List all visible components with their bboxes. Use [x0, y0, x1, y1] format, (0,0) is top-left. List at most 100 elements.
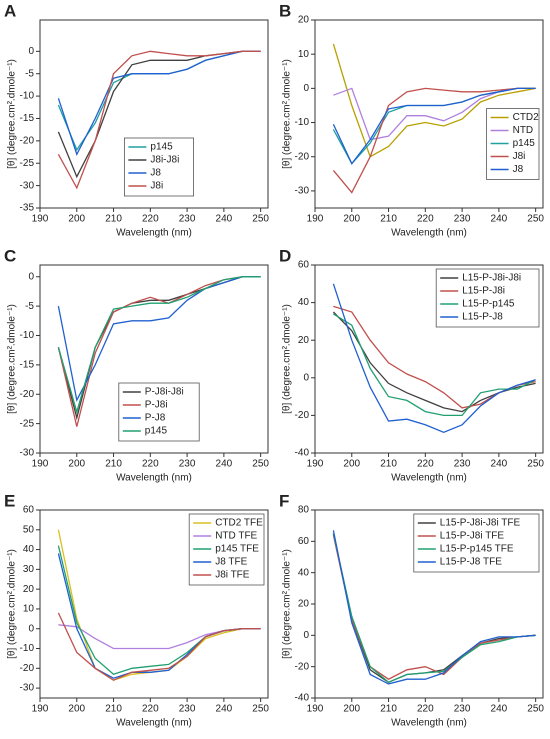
y-tick-label: 20 — [298, 335, 310, 346]
panel: C 190 200 210 220 230 240 250 -30 -25 -20 -15 -10 -5 0… — [4, 246, 269, 483]
x-tick-label: 210 — [105, 214, 122, 225]
y-axis-title: [θ] (degree.cm².dmole⁻¹) — [282, 304, 293, 414]
x-tick-label: 220 — [142, 704, 159, 715]
panel-letter: B — [279, 1, 291, 20]
data-line — [57, 50, 261, 156]
panel: E 190 200 210 220 230 240 250 -30 -20 -10 0 10 20 30 40… — [4, 491, 269, 728]
x-tick-label: 190 — [32, 214, 49, 225]
x-tick-label: 240 — [216, 214, 233, 225]
x-tick-label: 250 — [527, 459, 544, 470]
data-line — [332, 530, 536, 685]
y-tick-label: -25 — [20, 158, 35, 169]
y-tick-label: 0 — [303, 630, 309, 641]
y-tick-label: 10 — [23, 604, 35, 615]
data-line — [332, 533, 536, 684]
x-tick-label: 240 — [216, 459, 233, 470]
legend-label: p145 — [150, 142, 173, 153]
y-axis-title: [θ] (degree.cm².dmole⁻¹) — [282, 59, 293, 169]
x-tick-label: 250 — [252, 214, 269, 225]
legend-label: J8i TFE — [215, 570, 250, 581]
x-tick-label: 250 — [252, 459, 269, 470]
legend-label: P-J8i-J8i — [145, 387, 184, 398]
panel-letter: D — [279, 246, 291, 265]
x-tick-label: 230 — [179, 214, 196, 225]
legend-label: L15-P-J8 — [462, 312, 503, 323]
plot-frame — [314, 19, 544, 209]
legend-label: P-J8i — [145, 400, 168, 411]
data-line — [332, 283, 536, 434]
x-tick-label: 240 — [491, 214, 508, 225]
legend-label: CTD2 — [513, 112, 540, 123]
y-tick-label: -10 — [20, 643, 35, 654]
plot-frame — [314, 264, 544, 454]
panel-letter: A — [4, 1, 16, 20]
x-tick-label: 210 — [105, 459, 122, 470]
y-tick-label: 40 — [298, 567, 310, 578]
y-tick-label: -30 — [295, 186, 310, 197]
legend-label: p145 — [513, 138, 536, 149]
legend-label: CTD2 TFE — [215, 518, 263, 529]
x-tick-label: 220 — [142, 214, 159, 225]
x-tick-label: 190 — [32, 704, 49, 715]
legend-label: p145 TFE — [215, 544, 259, 555]
y-tick-label: 0 — [303, 83, 309, 94]
x-tick-label: 190 — [307, 214, 324, 225]
legend-label: L15-P-J8i TFE — [440, 531, 505, 542]
y-tick-label: 0 — [28, 271, 34, 282]
y-tick-label: -40 — [295, 448, 310, 459]
panel-letter: E — [4, 491, 15, 510]
x-tick-label: 200 — [343, 704, 360, 715]
y-tick-label: -15 — [20, 360, 35, 371]
x-tick-label: 250 — [527, 214, 544, 225]
y-tick-label: 0 — [303, 372, 309, 383]
y-tick-label: 40 — [23, 544, 35, 555]
y-tick-label: -20 — [20, 663, 35, 674]
y-tick-label: 20 — [23, 584, 35, 595]
y-tick-label: 50 — [23, 524, 35, 535]
x-tick-label: 240 — [491, 704, 508, 715]
x-tick-label: 230 — [179, 459, 196, 470]
y-tick-label: 60 — [23, 505, 35, 516]
legend-label: J8 — [513, 164, 524, 175]
x-tick-label: 200 — [68, 459, 85, 470]
data-line — [57, 612, 261, 681]
legend-label: L15-P-J8i-J8i TFE — [440, 518, 521, 529]
x-axis-title: Wavelength (nm) — [391, 473, 467, 484]
x-tick-label: 230 — [454, 214, 471, 225]
legend-label: NTD TFE — [215, 531, 257, 542]
x-tick-label: 200 — [68, 704, 85, 715]
y-tick-label: -10 — [20, 330, 35, 341]
x-tick-label: 200 — [68, 214, 85, 225]
y-tick-label: 60 — [298, 260, 310, 271]
y-axis-title: [θ] (degree.cm².dmole⁻¹) — [282, 549, 293, 659]
data-line — [333, 313, 536, 417]
x-tick-label: 250 — [252, 704, 269, 715]
legend-label: p145 — [145, 426, 168, 437]
x-tick-label: 230 — [179, 704, 196, 715]
data-line — [57, 276, 261, 403]
y-tick-label: -20 — [20, 135, 35, 146]
x-axis-title: Wavelength (nm) — [116, 228, 192, 239]
panel-letter: F — [279, 491, 289, 510]
legend-label: L15-P-p145 — [462, 299, 515, 310]
panel: B 190 200 210 220 230 240 250 -30 -20 -10 0 10 20 Wave… — [279, 1, 544, 238]
plot-frame — [39, 264, 269, 454]
y-tick-label: -30 — [20, 683, 35, 694]
x-axis-title: Wavelength (nm) — [116, 718, 192, 729]
x-axis-title: Wavelength (nm) — [391, 718, 467, 729]
y-tick-label: -20 — [295, 661, 310, 672]
x-tick-label: 220 — [417, 214, 434, 225]
legend-label: L15-P-p145 TFE — [440, 544, 514, 555]
y-tick-label: -20 — [20, 389, 35, 400]
x-tick-label: 210 — [380, 459, 397, 470]
data-line — [57, 50, 261, 190]
legend-label: J8i — [513, 151, 526, 162]
legend-label: J8i — [150, 181, 163, 192]
y-tick-label: -30 — [20, 448, 35, 459]
legend-label: L15-P-J8i — [462, 286, 505, 297]
y-tick-label: 80 — [298, 505, 310, 516]
y-tick-label: -40 — [295, 693, 310, 704]
y-axis-title: [θ] (degree.cm².dmole⁻¹) — [7, 549, 18, 659]
x-tick-label: 210 — [105, 704, 122, 715]
